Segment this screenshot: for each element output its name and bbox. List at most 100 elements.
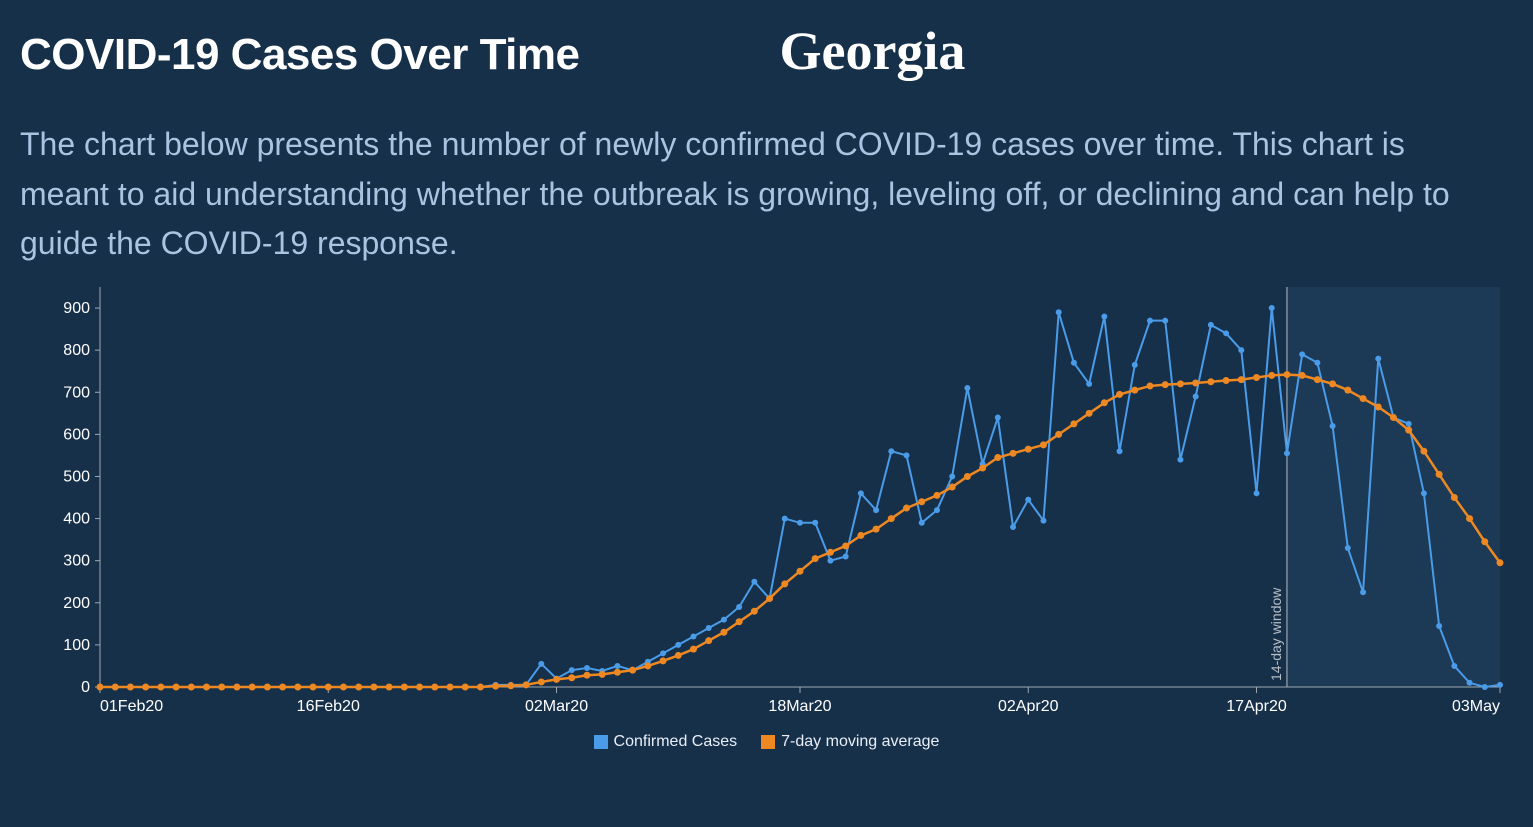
y-tick-label: 0 [81,679,90,696]
moving-average-marker [690,645,697,652]
x-tick-label: 17Apr20 [1226,698,1287,715]
moving-average-marker [355,683,362,690]
confirmed-cases-marker [1406,421,1412,427]
moving-average-marker [994,454,1001,461]
confirmed-cases-marker [1117,448,1123,454]
confirmed-cases-marker [1314,360,1320,366]
moving-average-marker [431,683,438,690]
confirmed-cases-marker [1056,309,1062,315]
moving-average-marker [1223,377,1230,384]
confirmed-cases-marker [1025,496,1031,502]
confirmed-cases-marker [660,650,666,656]
y-tick-label: 500 [63,468,90,485]
moving-average-marker [1436,471,1443,478]
legend-item: 7-day moving average [761,733,939,751]
moving-average-marker [1481,538,1488,545]
moving-average-marker [1040,441,1047,448]
moving-average-marker [294,683,301,690]
moving-average-marker [1207,378,1214,385]
moving-average-marker [1177,380,1184,387]
moving-average-marker [1360,395,1367,402]
x-tick-label: 01Feb20 [100,698,163,715]
confirmed-cases-marker [904,452,910,458]
y-tick-label: 200 [63,595,90,612]
moving-average-marker [264,683,271,690]
moving-average-marker [1101,399,1108,406]
confirmed-cases-marker [1177,456,1183,462]
moving-average-marker [888,515,895,522]
page-title: COVID-19 Cases Over Time [20,30,579,80]
moving-average-marker [416,683,423,690]
moving-average-marker [1344,386,1351,393]
moving-average-marker [660,657,667,664]
confirmed-cases-marker [843,553,849,559]
moving-average-marker [1055,431,1062,438]
moving-average-marker [720,629,727,636]
moving-average-marker [401,683,408,690]
x-tick-label: 16Feb20 [297,698,360,715]
moving-average-marker [1131,386,1138,393]
moving-average-marker [781,580,788,587]
moving-average-marker [492,682,499,689]
confirmed-cases-marker [1162,317,1168,323]
moving-average-marker [188,683,195,690]
legend-label: 7-day moving average [781,733,939,751]
x-tick-label: 02Apr20 [998,698,1059,715]
moving-average-marker [1497,559,1504,566]
moving-average-marker [1192,379,1199,386]
moving-average-marker [1329,380,1336,387]
moving-average-marker [1314,376,1321,383]
moving-average-marker [112,683,119,690]
confirmed-cases-marker [721,616,727,622]
moving-average-marker [340,683,347,690]
confirmed-cases-marker [1238,347,1244,353]
confirmed-cases-marker [1254,490,1260,496]
cases-chart: 14-day window010020030040050060070080090… [20,277,1510,727]
moving-average-marker [249,683,256,690]
moving-average-marker [203,683,210,690]
moving-average-marker [1116,391,1123,398]
moving-average-marker [568,674,575,681]
confirmed-cases-marker [934,507,940,513]
moving-average-marker [1405,426,1412,433]
moving-average-marker [812,555,819,562]
x-tick-label: 03May [1452,698,1500,715]
moving-average-marker [127,683,134,690]
confirmed-cases-marker [1467,680,1473,686]
confirmed-cases-marker [1436,623,1442,629]
confirmed-cases-marker [1482,684,1488,690]
moving-average-marker [97,683,104,690]
y-tick-label: 400 [63,510,90,527]
moving-average-marker [766,595,773,602]
chart-description: The chart below presents the number of n… [20,120,1480,269]
confirmed-cases-marker [782,515,788,521]
moving-average-marker [507,682,514,689]
confirmed-cases-marker [538,661,544,667]
confirmed-cases-marker [1086,381,1092,387]
moving-average-marker [462,683,469,690]
moving-average-marker [979,464,986,471]
y-tick-label: 700 [63,384,90,401]
confirmed-cases-marker [1421,490,1427,496]
confirmed-cases-marker [812,520,818,526]
confirmed-cases-marker [888,448,894,454]
confirmed-cases-marker [736,604,742,610]
confirmed-cases-marker [1269,305,1275,311]
confirmed-cases-marker [1071,360,1077,366]
moving-average-marker [629,666,636,673]
moving-average-marker [1070,420,1077,427]
confirmed-cases-marker [1223,330,1229,336]
confirmed-cases-marker [1497,682,1503,688]
moving-average-marker [157,683,164,690]
confirmed-cases-marker [858,490,864,496]
chart-legend: Confirmed Cases7-day moving average [20,733,1513,751]
header-row: COVID-19 Cases Over Time Georgia [20,20,1513,82]
moving-average-marker [903,504,910,511]
moving-average-marker [797,567,804,574]
moving-average-marker [964,473,971,480]
moving-average-marker [857,532,864,539]
moving-average-marker [644,662,651,669]
moving-average-marker [1025,445,1032,452]
moving-average-marker [705,637,712,644]
x-tick-label: 18Mar20 [768,698,831,715]
